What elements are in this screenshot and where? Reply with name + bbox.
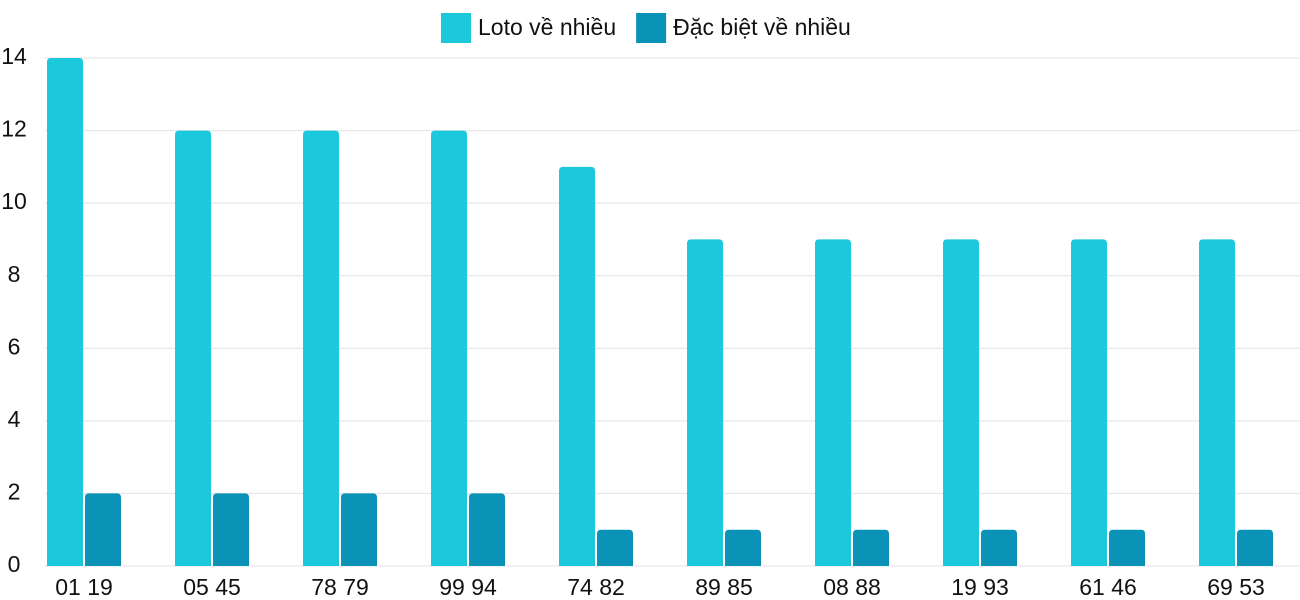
x-tick-label: 01 19: [55, 574, 113, 600]
bar: [559, 166, 595, 566]
bar: [597, 529, 633, 566]
bar: [213, 493, 249, 566]
bar: [341, 493, 377, 566]
y-tick-label: 8: [8, 261, 21, 287]
bar: [981, 529, 1017, 566]
y-tick-label: 12: [1, 116, 27, 142]
y-tick-label: 4: [8, 406, 21, 432]
bar: [469, 493, 505, 566]
bar: [725, 529, 761, 566]
x-tick-label: 19 93: [951, 574, 1009, 600]
y-tick-label: 0: [8, 551, 21, 577]
x-tick-label: 69 53: [1207, 574, 1265, 600]
bar: [85, 493, 121, 566]
bar: [47, 58, 83, 566]
bar: [853, 529, 889, 566]
x-tick-label: 74 82: [567, 574, 625, 600]
y-tick-label: 10: [1, 188, 27, 214]
x-tick-label: 78 79: [311, 574, 369, 600]
bar: [1071, 239, 1107, 566]
y-tick-label: 2: [8, 479, 21, 505]
x-tick-label: 61 46: [1079, 574, 1137, 600]
bar: [815, 239, 851, 566]
legend-swatch: [636, 13, 667, 43]
legend-label: Loto về nhiều: [478, 14, 616, 40]
y-tick-label: 6: [8, 333, 21, 359]
bar: [1109, 529, 1145, 566]
legend-label: Đặc biệt về nhiều: [673, 14, 851, 40]
bar: [943, 239, 979, 566]
bar: [687, 239, 723, 566]
bar: [303, 130, 339, 567]
y-tick-label: 14: [1, 43, 27, 69]
bar: [1199, 239, 1235, 566]
x-tick-label: 89 85: [695, 574, 753, 600]
bar: [175, 130, 211, 567]
bar: [431, 130, 467, 567]
legend-swatch: [441, 13, 471, 43]
x-tick-label: 05 45: [183, 574, 241, 600]
x-tick-label: 08 88: [823, 574, 881, 600]
x-tick-label: 99 94: [439, 574, 497, 600]
bar: [1237, 529, 1273, 566]
